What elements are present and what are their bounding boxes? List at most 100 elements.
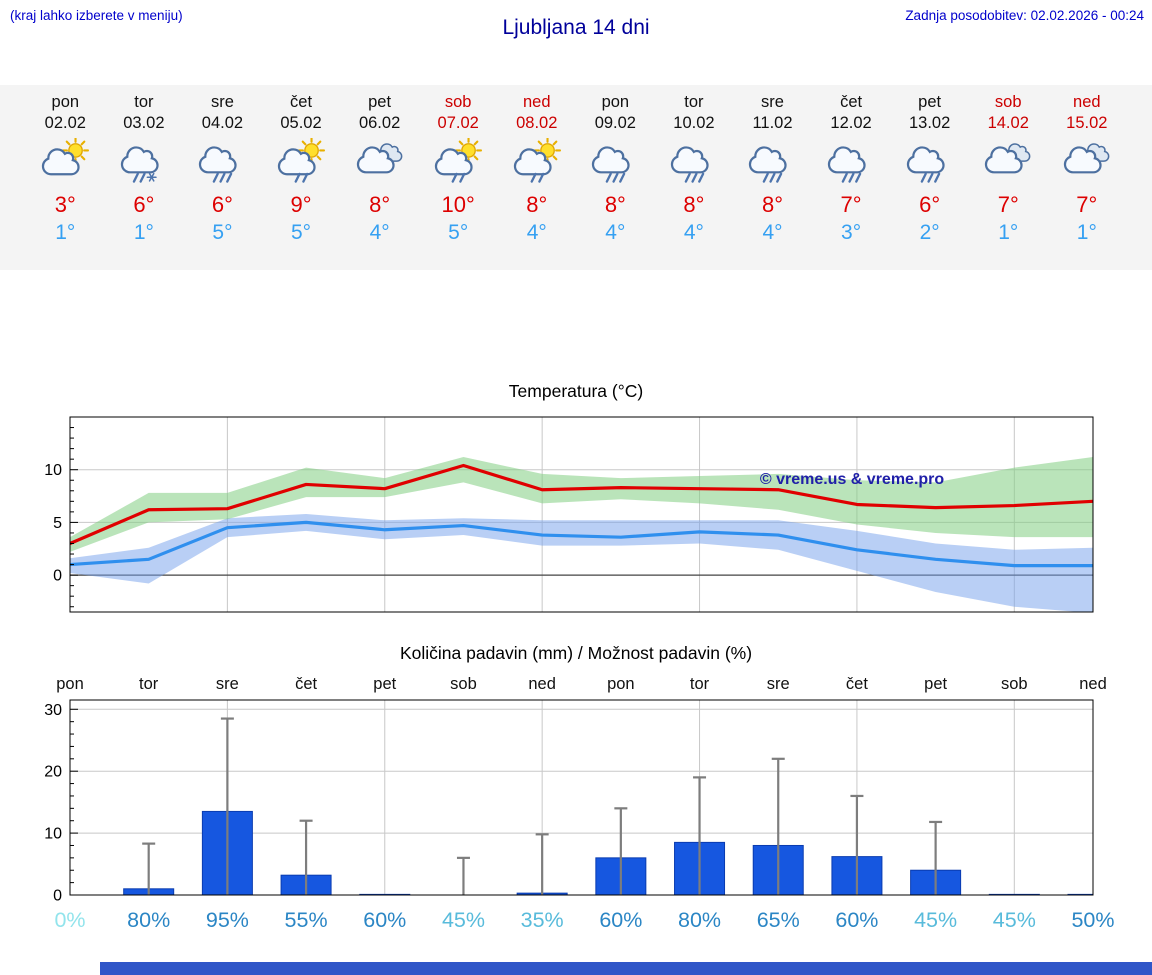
temp-max: 7° — [840, 192, 862, 218]
precip-whiskers — [142, 717, 943, 895]
day-icon-wrap — [497, 137, 576, 190]
temp-min: 3° — [841, 220, 862, 244]
temp-max: 8° — [369, 192, 391, 218]
temp-min: 4° — [526, 220, 547, 244]
forecast-day-7[interactable]: pon 09.02 8° 4° — [576, 92, 655, 270]
day-name: čet — [840, 93, 863, 111]
day-name: pon — [51, 93, 80, 111]
day-date: 04.02 — [201, 114, 244, 133]
forecast-day-2[interactable]: sre 04.02 6° 5° — [183, 92, 262, 270]
plot-border — [69, 699, 1094, 896]
day-name: čet — [290, 93, 313, 111]
temp-min: 5° — [448, 220, 469, 244]
location-menu-hint: (kraj lahko izberete v meniju) — [10, 8, 183, 23]
forecast-day-1[interactable]: tor 03.02 6° 1° — [105, 92, 184, 270]
y-axis-labels: 0 5 10 — [44, 462, 62, 584]
raindrop-icon — [776, 172, 783, 183]
rain-snow-icon — [120, 146, 159, 183]
day-icon-wrap — [733, 138, 812, 190]
raindrop-icon — [691, 172, 698, 183]
raindrop-icon — [855, 172, 862, 183]
precipitation-chart: pon tor sre čet pet sob ned pon tor sre čet pet sob n… — [44, 675, 1114, 932]
precip-probability-label: 45% — [993, 908, 1036, 932]
day-date: 11.02 — [752, 114, 793, 133]
raindrop-icon — [451, 172, 458, 183]
temp-min: 4° — [605, 220, 626, 244]
raindrop-icon — [459, 172, 466, 183]
day-label: sob — [1001, 675, 1028, 693]
day-label: sre — [767, 675, 790, 693]
cloudy-icon — [985, 143, 1031, 174]
temp-max: 10° — [441, 192, 475, 218]
day-icon-wrap — [262, 137, 341, 190]
rain-icon — [749, 146, 788, 183]
temp-min: 2° — [919, 220, 940, 244]
day-date: 02.02 — [44, 114, 86, 133]
sun-rain-icon — [513, 137, 561, 183]
raindrop-icon — [841, 172, 848, 183]
forecast-day-4[interactable]: pet 06.02 8° 4° — [340, 92, 419, 270]
forecast-day-12[interactable]: sob 14.02 7° 1° — [969, 92, 1048, 270]
day-icon-wrap — [183, 138, 262, 190]
day-label: pet — [373, 675, 396, 693]
rain-icon — [827, 146, 866, 183]
day-icon-wrap — [26, 137, 105, 190]
temp-min: 1° — [133, 220, 154, 244]
watermark-link[interactable]: © vreme.us & vreme.pro — [760, 471, 945, 488]
temp-max: 6° — [133, 192, 155, 218]
raindrop-icon — [684, 172, 691, 183]
cloudy-icon — [1063, 143, 1110, 174]
forecast-day-5[interactable]: sob 07.02 10° 5° — [419, 92, 498, 270]
y-tick-label: 20 — [44, 764, 62, 781]
forecast-day-8[interactable]: tor 10.02 8° 4° — [655, 92, 734, 270]
precipitation-chart-title: Količina padavin (mm) / Možnost padavin … — [399, 643, 753, 663]
raindrop-icon — [537, 172, 545, 183]
precip-probability-label: 50% — [1071, 908, 1114, 932]
temperature-chart: 0 5 10 © vreme.us & vreme.pro — [44, 416, 1094, 613]
day-name: pet — [368, 93, 392, 111]
raindrop-icon — [933, 172, 940, 183]
forecast-day-11[interactable]: pet 13.02 6° 2° — [890, 92, 969, 270]
temp-min: 4° — [369, 220, 390, 244]
forecast-day-9[interactable]: sre 11.02 8° 4° — [733, 92, 812, 270]
day-label: pon — [607, 675, 635, 693]
day-label: ned — [1079, 675, 1107, 693]
day-label: čet — [846, 675, 868, 693]
y-axis-labels: 0 10 20 30 — [44, 702, 62, 905]
day-icon-wrap — [419, 137, 498, 190]
forecast-day-0[interactable]: pon 02.02 3° 1° — [26, 92, 105, 270]
raindrop-icon — [139, 172, 146, 183]
temp-min: 5° — [290, 220, 312, 244]
raindrop-icon — [920, 172, 927, 183]
forecast-day-10[interactable]: čet 12.02 7° 3° — [812, 92, 891, 270]
temp-max: 8° — [761, 192, 784, 218]
day-name: pon — [601, 93, 630, 111]
day-icon-wrap — [105, 138, 184, 190]
precip-probability-label: 80% — [678, 908, 721, 932]
forecast-strip: pon 02.02 3° 1° tor 03.02 6° 1° sre 04.02 6° 5° čet 0… — [0, 85, 1152, 270]
temp-min: 1° — [55, 220, 76, 244]
footer-bar — [100, 962, 1152, 975]
day-name: ned — [1073, 93, 1101, 111]
precip-probability-label: 80% — [127, 908, 170, 932]
raindrop-icon — [612, 172, 619, 183]
y-tick-label: 10 — [44, 462, 62, 479]
snowflake-icon — [146, 173, 157, 182]
raindrop-icon — [848, 172, 855, 183]
day-date: 09.02 — [594, 114, 636, 133]
last-update: Zadnja posodobitev: 02.02.2026 - 00:24 — [905, 8, 1144, 23]
precip-probability-label: 0% — [54, 908, 85, 932]
day-date: 14.02 — [987, 114, 1029, 133]
forecast-day-6[interactable]: ned 08.02 8° 4° — [497, 92, 576, 270]
cloudy-icon — [356, 143, 402, 174]
day-date: 12.02 — [830, 114, 872, 133]
day-date: 15.02 — [1066, 114, 1108, 133]
forecast-day-3[interactable]: čet 05.02 9° 5° — [262, 92, 341, 270]
temp-max: 9° — [290, 192, 312, 218]
precip-probability-label: 65% — [757, 908, 800, 932]
forecast-day-13[interactable]: ned 15.02 7° 1° — [1048, 92, 1127, 270]
day-icon-wrap — [576, 138, 655, 190]
day-label: pon — [56, 675, 84, 693]
precip-probability-label: 60% — [599, 908, 642, 932]
